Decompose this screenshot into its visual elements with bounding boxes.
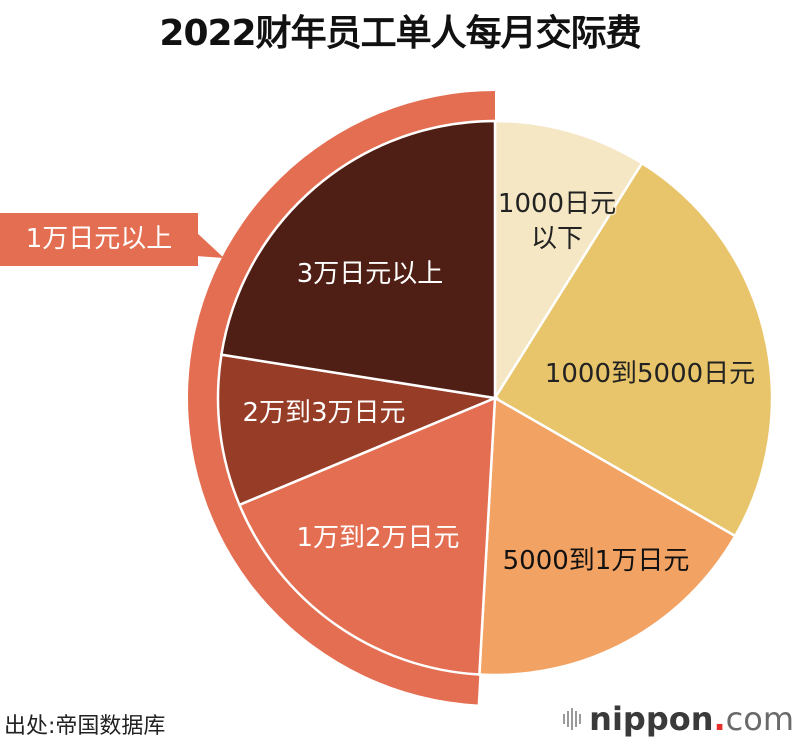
slice-label: 1万到2万日元 bbox=[296, 523, 459, 553]
group-callout-label: 1万日元以上 bbox=[0, 213, 198, 266]
pie-slice bbox=[493, 161, 774, 538]
brand-tld: com bbox=[725, 700, 794, 738]
brand-dot: . bbox=[713, 700, 726, 738]
slice-label: 3万日元以上 bbox=[297, 259, 444, 289]
brand-name: nippon bbox=[589, 700, 714, 738]
slice-label: 以下 bbox=[531, 224, 583, 254]
nippon-logo: nippon. com bbox=[563, 700, 794, 738]
pie-slice bbox=[237, 396, 497, 676]
slice-label: 1000到5000日元 bbox=[545, 359, 755, 389]
slice-label: 2万到3万日元 bbox=[242, 398, 405, 428]
pie-slice bbox=[216, 353, 500, 507]
pie-slice bbox=[493, 119, 644, 403]
sound-bars-icon bbox=[563, 708, 582, 730]
slice-label: 5000到1万日元 bbox=[503, 546, 690, 576]
slice-label: 1000日元 bbox=[498, 189, 616, 219]
pie-slice bbox=[478, 395, 737, 677]
callout-pointer bbox=[196, 232, 224, 258]
chart-title: 2022财年员工单人每月交际费 bbox=[159, 13, 641, 54]
pie-slice bbox=[219, 119, 497, 400]
source-note: 出处:帝国数据库 bbox=[4, 714, 166, 739]
